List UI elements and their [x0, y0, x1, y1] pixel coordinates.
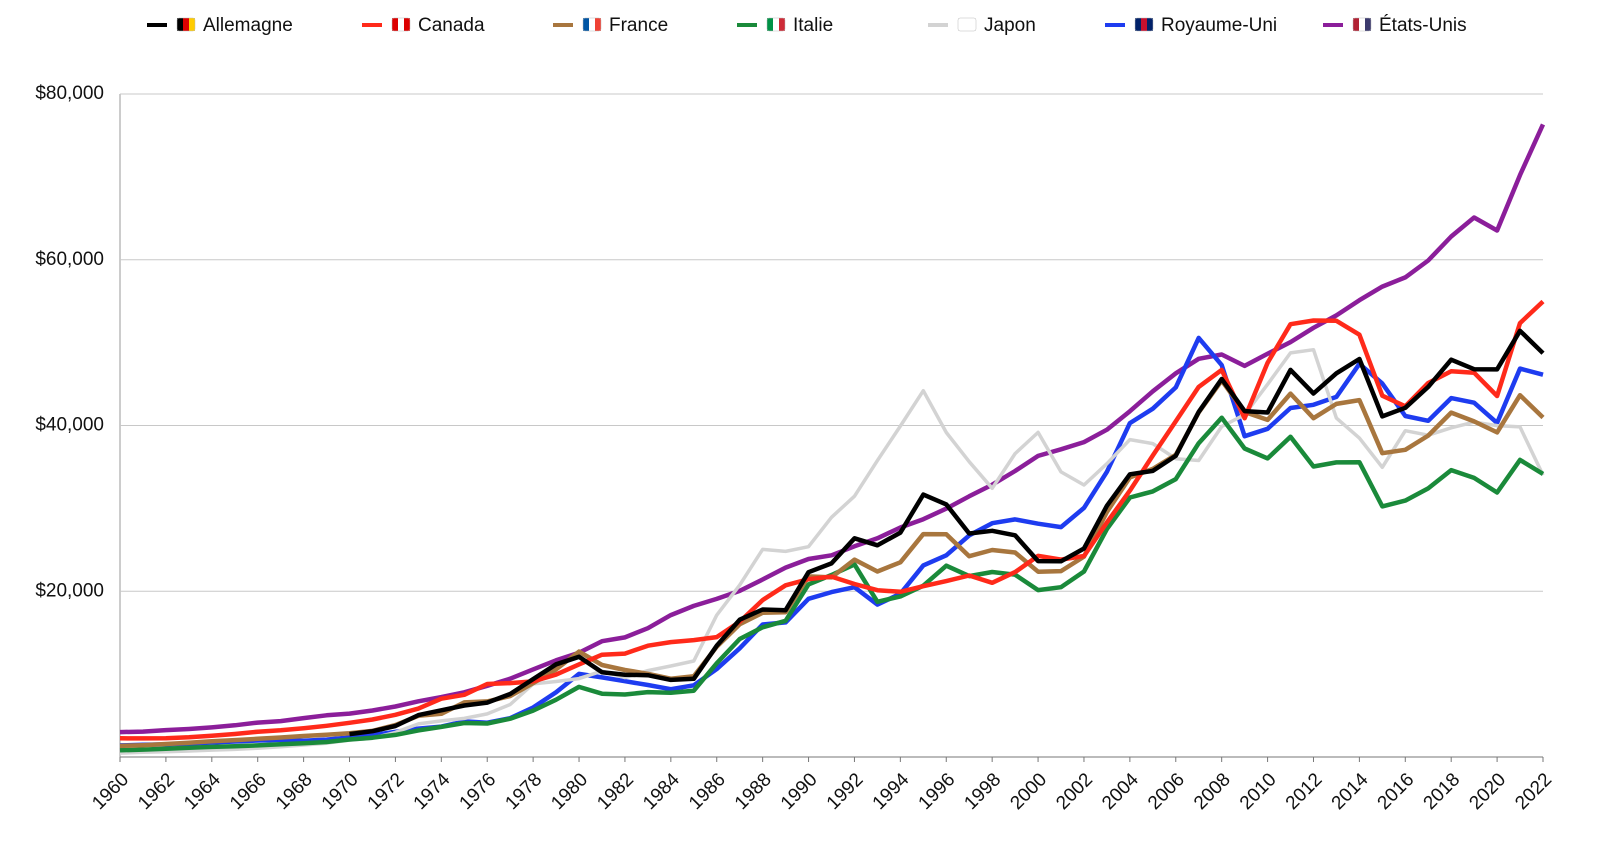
series-line [119, 299, 1545, 741]
series-line [349, 328, 1545, 737]
x-tick-label: 2018 [1420, 769, 1465, 814]
y-tick-label: $20,000 [35, 580, 104, 601]
legend-flag [589, 18, 595, 31]
legend-flag-border [957, 17, 977, 32]
legend-flag [595, 18, 601, 31]
legend-item: États-Unis [1323, 15, 1467, 36]
x-tick-label: 1980 [547, 769, 592, 814]
x-tick-label: 2006 [1144, 769, 1189, 814]
y-tick-label: $60,000 [35, 249, 104, 270]
legend-label: Allemagne [203, 15, 293, 36]
legend-flag-border [582, 17, 602, 32]
legend-label: Royaume-Uni [1161, 15, 1277, 36]
x-tick-label: 2008 [1190, 769, 1235, 814]
legend-item: Canada [362, 15, 485, 36]
legend-flag [404, 18, 410, 31]
x-tick-label: 2010 [1236, 769, 1281, 814]
x-tick-label: 2022 [1511, 769, 1556, 814]
legend-flag [189, 18, 195, 31]
legend-label: Italie [793, 15, 833, 36]
legend-item: Italie [737, 15, 833, 36]
legend-label: États-Unis [1379, 15, 1467, 36]
y-tick-label: $40,000 [35, 415, 104, 436]
x-tick-label: 1966 [226, 769, 271, 814]
y-tick-label: $80,000 [35, 83, 104, 104]
x-tick-label: 1972 [364, 769, 409, 814]
x-tick-label: 2020 [1465, 769, 1510, 814]
x-tick-label: 1986 [685, 769, 730, 814]
legend-flag-border [766, 17, 786, 32]
x-tick-label: 1984 [639, 769, 684, 814]
legend-flag [958, 18, 964, 31]
legend-flag [773, 18, 779, 31]
legend-flag [970, 18, 976, 31]
x-tick-label: 1964 [180, 769, 225, 814]
legend-flag [392, 18, 398, 31]
legend-flag [1135, 18, 1141, 31]
legend-flag [779, 18, 785, 31]
legend-item: Royaume-Uni [1105, 15, 1277, 36]
legend-flag [177, 18, 183, 31]
x-tick-label: 2014 [1328, 769, 1373, 814]
series-line [119, 415, 1545, 753]
legend-item: France [553, 15, 668, 36]
x-tick-label: 1968 [272, 769, 317, 814]
x-tick-label: 1974 [410, 769, 455, 814]
x-tick-label: 1970 [318, 769, 363, 814]
legend-flag-border [391, 17, 411, 32]
x-tick-label: 1990 [777, 769, 822, 814]
legend-label: Canada [418, 15, 485, 36]
legend-flag [1353, 18, 1359, 31]
x-tick-label: 1962 [134, 769, 179, 814]
legend-flag [183, 18, 189, 31]
x-tick-label: 1978 [501, 769, 546, 814]
legend-flag-border [176, 17, 196, 32]
legend-flag [398, 18, 404, 31]
legend-flag [767, 18, 773, 31]
x-tick-label: 1994 [869, 769, 914, 814]
x-tick-label: 2004 [1098, 769, 1143, 814]
legend-flag-border [1134, 17, 1154, 32]
x-tick-label: 2002 [1052, 769, 1097, 814]
x-tick-label: 2016 [1374, 769, 1419, 814]
legend-flag [1147, 18, 1153, 31]
legend-flag [1359, 18, 1365, 31]
legend-flag [1365, 18, 1371, 31]
legend-label: Japon [984, 15, 1036, 36]
legend-flag [1141, 18, 1147, 31]
x-tick-label: 1996 [915, 769, 960, 814]
x-tick-label: 2012 [1282, 769, 1327, 814]
x-tick-label: 1998 [960, 769, 1005, 814]
legend-label: France [609, 15, 668, 36]
legend-flag [964, 18, 970, 31]
x-tick-label: 1992 [823, 769, 868, 814]
x-tick-label: 1976 [456, 769, 501, 814]
legend-item: Japon [928, 15, 1036, 36]
x-tick-label: 2000 [1006, 769, 1051, 814]
legend-flag [583, 18, 589, 31]
x-tick-label: 1960 [88, 769, 133, 814]
legend-flag-border [1352, 17, 1372, 32]
x-tick-label: 1988 [731, 769, 776, 814]
x-tick-label: 1982 [593, 769, 638, 814]
legend-item: Allemagne [147, 15, 293, 36]
series-line [119, 123, 1546, 735]
